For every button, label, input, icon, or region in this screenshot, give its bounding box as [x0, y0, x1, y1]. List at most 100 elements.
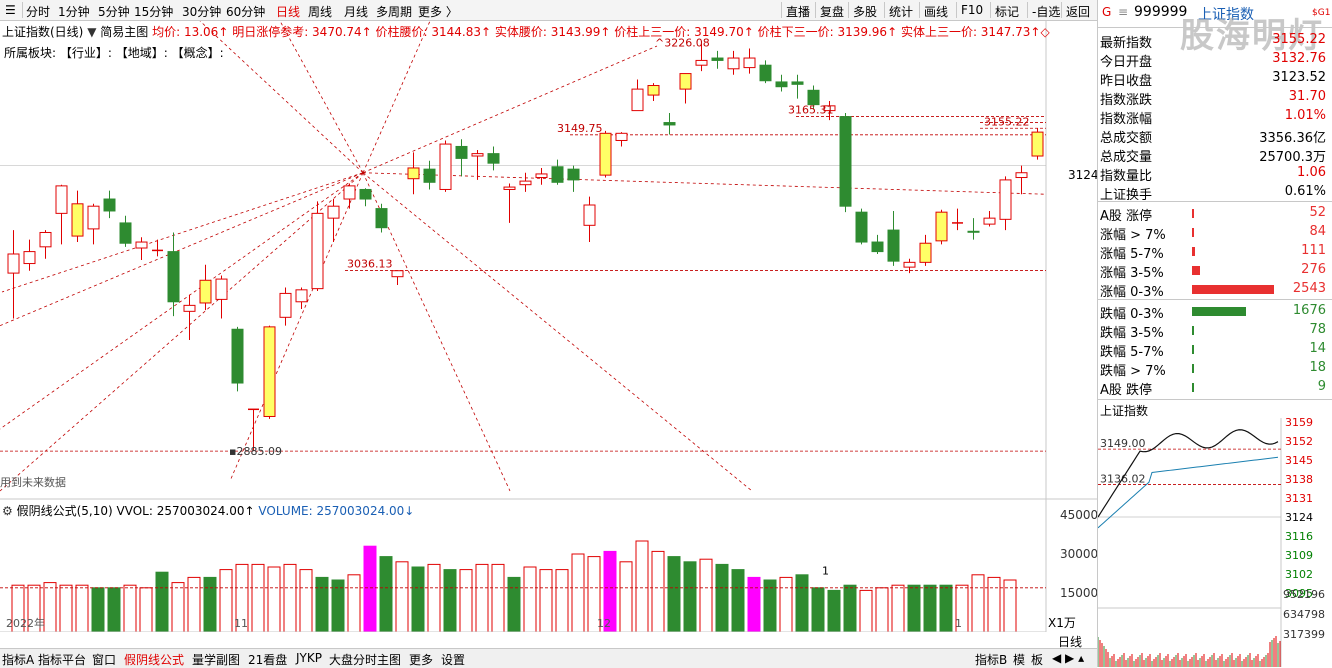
candle-body[interactable]: [839, 116, 852, 207]
candle-body[interactable]: [135, 241, 148, 249]
candle-body[interactable]: [823, 105, 836, 112]
bottom-tab-2[interactable]: 窗口: [92, 653, 117, 667]
toolbar-btn-0[interactable]: 直播: [786, 5, 811, 19]
candle-body[interactable]: [631, 88, 644, 112]
candle-body[interactable]: [23, 251, 36, 265]
period-tab-2[interactable]: 5分钟: [98, 5, 130, 19]
bottom-tab-6[interactable]: JYKP: [296, 651, 322, 665]
candle-body[interactable]: [119, 222, 132, 244]
candle-body[interactable]: [743, 57, 756, 69]
candle-body[interactable]: [599, 132, 612, 176]
candle-body[interactable]: [103, 198, 116, 212]
candle-body[interactable]: [647, 85, 660, 96]
bottom-tab-4[interactable]: 量学副图: [192, 653, 241, 667]
candle-body[interactable]: [391, 270, 404, 278]
candle-body[interactable]: [375, 208, 388, 229]
toolbar-btn-5[interactable]: F10: [961, 3, 984, 17]
period-tab-8[interactable]: 月线: [344, 5, 369, 19]
bottom-tab-0[interactable]: 指标A: [2, 653, 35, 667]
candle-body[interactable]: [775, 81, 788, 88]
candle-body[interactable]: [183, 304, 196, 312]
candle-body[interactable]: [215, 278, 228, 300]
bottom-tab-3[interactable]: 假阴线公式: [124, 653, 185, 667]
candle-body[interactable]: [39, 231, 52, 248]
period-tab-1[interactable]: 1分钟: [58, 5, 90, 19]
candle-body[interactable]: [231, 328, 244, 384]
candle-body[interactable]: [1031, 131, 1044, 157]
toolbar-btn-3[interactable]: 统计: [889, 5, 914, 19]
candle-body[interactable]: [759, 64, 772, 82]
period-tab-3[interactable]: 15分钟: [134, 5, 174, 19]
candle-body[interactable]: [567, 168, 580, 181]
kline-chart-area[interactable]: ^3226.08 3165.31 3155.22 3149.75 3036.13 ▪288…: [0, 21, 1099, 649]
candle-body[interactable]: [487, 153, 500, 164]
candle-body[interactable]: [87, 205, 100, 230]
candle-body[interactable]: [551, 166, 564, 183]
toolbar-btn-6[interactable]: 标记: [995, 5, 1020, 19]
bottom-tab-8[interactable]: 更多: [409, 653, 434, 667]
toolbar-btn-8[interactable]: 返回: [1066, 5, 1091, 19]
candle-body[interactable]: [903, 261, 916, 268]
bottom-tab-5[interactable]: 21看盘: [248, 653, 288, 667]
period-tab-7[interactable]: 周线: [308, 5, 333, 19]
kline-chart-svg[interactable]: ^3226.08 3165.31 3155.22 3149.75 3036.13 ▪288…: [0, 21, 1097, 632]
candle-body[interactable]: [359, 188, 372, 200]
candle-body[interactable]: [967, 230, 980, 233]
candle-body[interactable]: [407, 167, 420, 180]
candle-body[interactable]: [935, 211, 948, 242]
candle-body[interactable]: [983, 217, 996, 225]
candle-body[interactable]: [71, 203, 84, 237]
candle-body[interactable]: [55, 185, 68, 214]
main-chart-label[interactable]: 简易主图: [100, 25, 149, 39]
candle-body[interactable]: [583, 204, 596, 226]
candle-body[interactable]: [999, 179, 1012, 220]
candle-body[interactable]: [7, 253, 20, 274]
toolbar-btn-4[interactable]: 画线: [924, 5, 949, 19]
candle-body[interactable]: [535, 173, 548, 179]
intraday-mini-chart[interactable]: 3159 3152 3145 3138 3131 3124 3116 3109 3102 3095…: [1098, 418, 1332, 667]
toolbar-btn-1[interactable]: 复盘: [820, 5, 845, 19]
candle-body[interactable]: [519, 180, 532, 186]
candle-body[interactable]: [295, 289, 308, 303]
candle-body[interactable]: [455, 145, 468, 159]
candle-body[interactable]: [471, 153, 484, 157]
period-tab-6[interactable]: 日线: [276, 5, 301, 19]
period-tab-4[interactable]: 30分钟: [182, 5, 222, 19]
candle-body[interactable]: [615, 132, 628, 141]
toolbar-btn-7[interactable]: -自选: [1032, 5, 1061, 19]
period-tab-10[interactable]: 更多 〉: [418, 5, 458, 19]
candle-body[interactable]: [199, 279, 212, 304]
candle-body[interactable]: [711, 57, 724, 61]
candle-body[interactable]: [855, 211, 868, 243]
candle-body[interactable]: [695, 59, 708, 66]
bottom-right-btn-2[interactable]: 板: [1031, 653, 1044, 667]
candle-body[interactable]: [311, 212, 324, 290]
menu-icon[interactable]: ≡: [1118, 5, 1129, 19]
bottom-tab-7[interactable]: 大盘分时主图: [329, 653, 402, 667]
candle-body[interactable]: [439, 143, 452, 190]
bottom-right-btn-1[interactable]: 模: [1013, 653, 1026, 667]
dropdown-triangle-icon[interactable]: ▼: [87, 25, 97, 39]
candle-body[interactable]: [503, 186, 516, 190]
candle-body[interactable]: [663, 122, 676, 126]
candle-body[interactable]: [1015, 172, 1028, 179]
candle-body[interactable]: [343, 185, 356, 200]
candle-body[interactable]: [279, 292, 292, 318]
candle-body[interactable]: [807, 89, 820, 106]
candle-body[interactable]: [327, 205, 340, 219]
settings-small-icon[interactable]: ⚙: [2, 504, 13, 518]
scroll-arrows-icon[interactable]: ◀ ▶ ▴: [1052, 651, 1085, 665]
period-tab-9[interactable]: 多周期: [376, 5, 413, 19]
candle-body[interactable]: [423, 168, 436, 183]
candle-body[interactable]: [887, 229, 900, 262]
bottom-tab-1[interactable]: 指标平台: [38, 653, 87, 667]
period-tab-0[interactable]: 分时: [26, 5, 51, 19]
candle-body[interactable]: [727, 57, 740, 70]
candle-body[interactable]: [871, 241, 884, 253]
toolbar-btn-2[interactable]: 多股: [853, 5, 878, 19]
bottom-tab-9[interactable]: 设置: [441, 653, 466, 667]
toolbar-menu-icon[interactable]: ☰: [5, 3, 16, 17]
bottom-right-btn-0[interactable]: 指标B: [975, 653, 1008, 667]
candle-body[interactable]: [679, 73, 692, 90]
candle-body[interactable]: [263, 326, 276, 417]
